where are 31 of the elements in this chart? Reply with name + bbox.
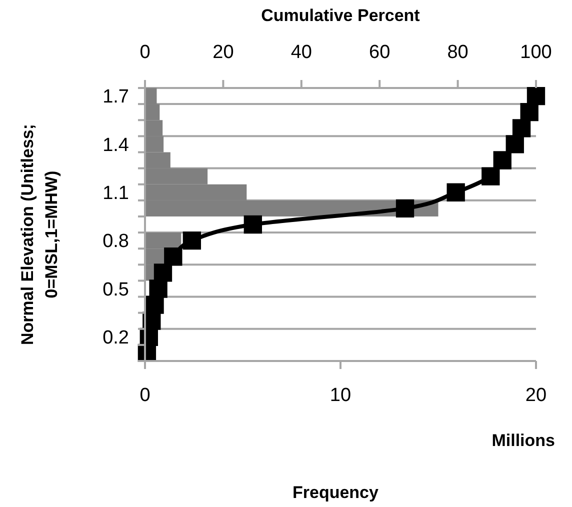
x-axis-title: Frequency [292,483,380,502]
point [520,103,538,122]
y-tick-label: 1.1 [102,183,129,204]
point [164,248,182,266]
x-tick-label: 0 [140,385,150,406]
y-tick-label: 0.8 [102,231,129,252]
x2-axis-title: Cumulative Percent [261,6,420,25]
point [146,296,164,314]
x2-tick-label: 0 [140,42,150,63]
point [446,183,465,202]
x2-tick-label: 80 [447,42,468,63]
point [244,215,262,234]
y-tick-label: 1.7 [102,86,129,108]
text: Millions [492,431,555,450]
x2-tick-label: 20 [212,42,234,63]
point [182,231,202,250]
point [512,119,531,138]
x2-tick-label: 100 [520,42,552,63]
x2-tick-label: 40 [290,42,312,63]
point [493,151,512,170]
x2-tick-label: 60 [369,42,390,63]
point [526,86,546,106]
y-tick-label: 0.2 [102,328,129,349]
point [482,167,500,186]
point [396,199,414,218]
y-tick-label: 0.5 [102,279,129,300]
y-axis-title: Normal Elevation (Unitless; 0=MSL,1=MHW) [18,124,61,346]
x-tick-label: 10 [330,385,352,406]
y-tick-label: 1.4 [102,134,130,156]
point [506,135,524,154]
x-tick-label: 20 [525,385,547,406]
